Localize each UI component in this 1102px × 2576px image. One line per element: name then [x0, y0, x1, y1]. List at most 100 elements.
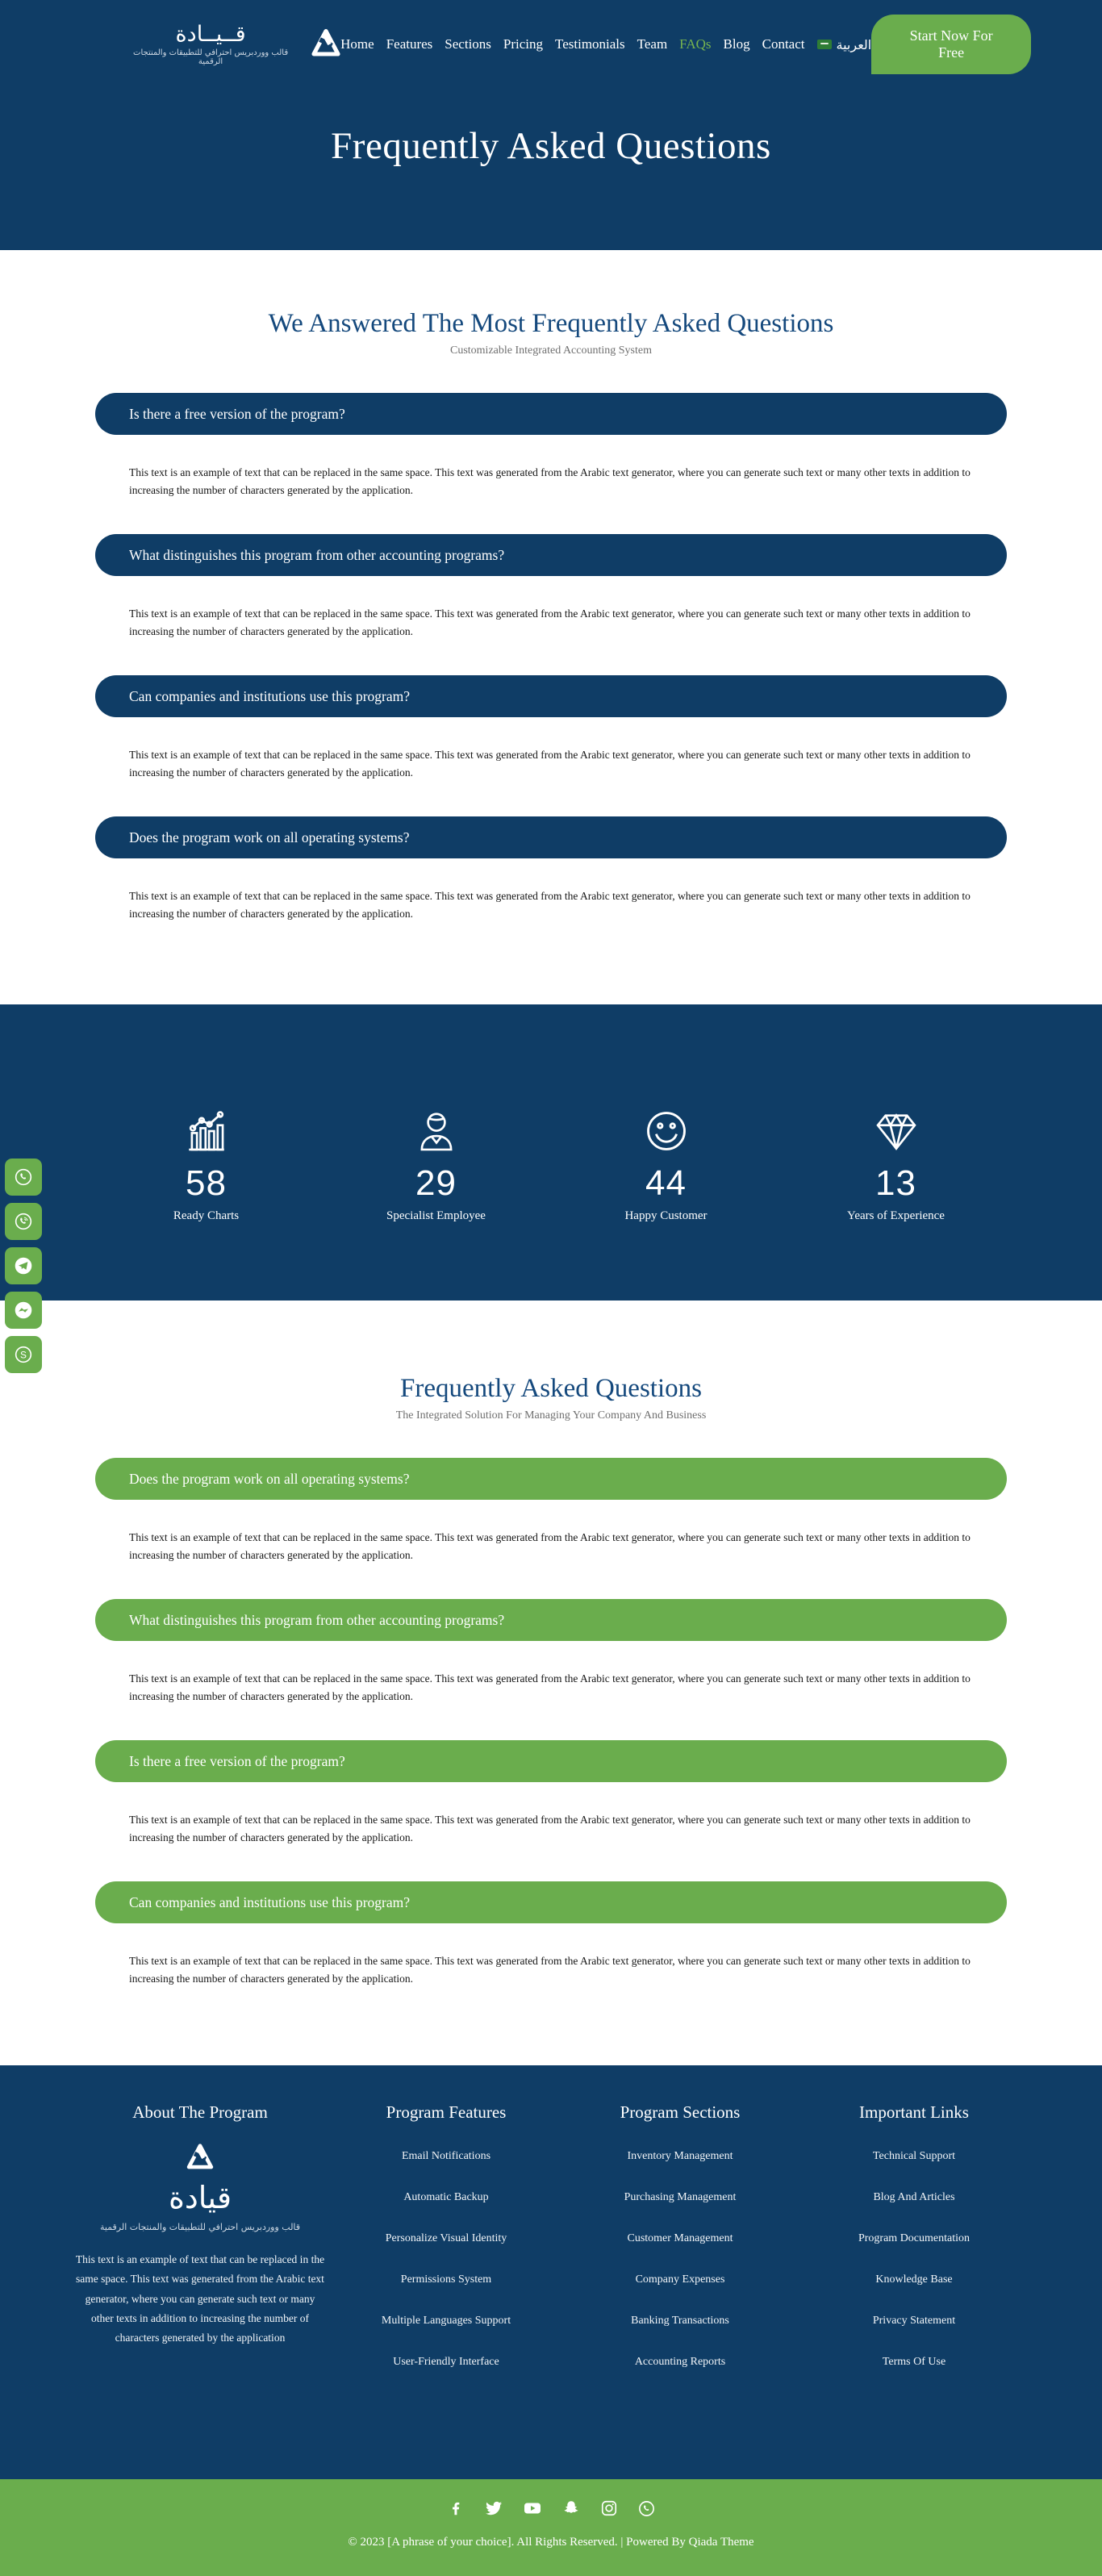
footer-sections-column: Program Sections Inventory Management Pu…	[563, 2102, 797, 2395]
footer-logo[interactable]: قيادة قالب ووردبريس احترافي للتطبيقات وا…	[71, 2144, 329, 2232]
faq-answer: This text is an example of text that can…	[129, 748, 971, 779]
faq-question-button[interactable]: What distinguishes this program from oth…	[95, 533, 1007, 576]
page-title: Frequently Asked Questions	[331, 125, 771, 167]
start-now-button[interactable]: Start Now For Free	[871, 15, 1031, 74]
section-subtitle: The Integrated Solution For Managing You…	[395, 1409, 707, 1422]
faq-section-1: We Answered The Most Frequently Asked Qu…	[0, 250, 1102, 1004]
faq-question-button[interactable]: Is there a free version of the program?	[95, 392, 1007, 435]
footer-link-permissions-system[interactable]: Permissions System	[400, 2273, 492, 2286]
telegram-button[interactable]	[5, 1247, 42, 1284]
language-switcher[interactable]: العربية	[816, 36, 872, 52]
footer-link-banking-transactions[interactable]: Banking Transactions	[631, 2315, 729, 2327]
youtube-icon[interactable]	[523, 2499, 542, 2518]
viber-icon	[15, 1213, 32, 1230]
instagram-icon[interactable]	[600, 2499, 618, 2517]
faq-question-button[interactable]: Does the program work on all operating s…	[95, 1457, 1007, 1500]
faq-question-button[interactable]: Can companies and institutions use this …	[95, 674, 1007, 717]
faq-question-button[interactable]: What distinguishes this program from oth…	[95, 1598, 1007, 1641]
faq-section-2: Frequently Asked Questions The Integrate…	[0, 1301, 1102, 2065]
footer-link-user-friendly-interface[interactable]: User-Friendly Interface	[393, 2356, 499, 2368]
footer-column-title: Important Links	[859, 2102, 969, 2122]
faq-item: What distinguishes this program from oth…	[95, 533, 1007, 641]
nav-link-contact[interactable]: Contact	[762, 36, 805, 52]
footer-column-title: Program Sections	[620, 2102, 741, 2122]
skype-icon: S	[15, 1346, 32, 1363]
footer-link-inventory-management[interactable]: Inventory Management	[627, 2150, 733, 2162]
stat-value: 13	[875, 1163, 916, 1203]
nav-link-team[interactable]: Team	[637, 36, 668, 52]
whatsapp-icon	[15, 1168, 32, 1186]
faq-answer: This text is an example of text that can…	[129, 889, 971, 920]
faq-answer: This text is an example of text that can…	[129, 466, 971, 496]
bottom-bar: © 2023 [A phrase of your choice]. All Ri…	[0, 2479, 1102, 2576]
faq-question-button[interactable]: Is there a free version of the program?	[95, 1739, 1007, 1782]
nav-link-sections[interactable]: Sections	[445, 36, 491, 52]
faq-item: Can companies and institutions use this …	[95, 674, 1007, 782]
stat-value: 29	[415, 1163, 457, 1203]
footer-link-accounting-reports[interactable]: Accounting Reports	[634, 2356, 726, 2368]
svg-text:S: S	[20, 1350, 27, 1361]
footer-link-purchasing-management[interactable]: Purchasing Management	[624, 2191, 737, 2203]
faq-item: What distinguishes this program from oth…	[95, 1598, 1007, 1706]
snapchat-icon[interactable]	[561, 2499, 581, 2518]
faq-question-button[interactable]: Does the program work on all operating s…	[95, 816, 1007, 858]
footer-link-blog-and-articles[interactable]: Blog And Articles	[873, 2191, 955, 2203]
footer-column-title: Program Features	[386, 2102, 507, 2122]
faq-question-button[interactable]: Can companies and institutions use this …	[95, 1881, 1007, 1923]
footer-link-terms-of-use[interactable]: Terms Of Use	[882, 2356, 946, 2368]
saudi-flag-icon	[816, 40, 832, 49]
employee-icon	[321, 1108, 551, 1154]
hero-section: Frequently Asked Questions	[0, 89, 1102, 250]
footer-link-technical-support[interactable]: Technical Support	[872, 2150, 956, 2162]
nav-link-home[interactable]: Home	[340, 36, 374, 52]
skype-button[interactable]: S	[5, 1336, 42, 1373]
twitter-icon[interactable]	[484, 2499, 503, 2518]
footer-link-program-documentation[interactable]: Program Documentation	[858, 2232, 971, 2244]
language-label: العربية	[836, 36, 872, 52]
stat-specialist-employee: 29 Specialist Employee	[321, 1108, 551, 1223]
footer-link-company-expenses[interactable]: Company Expenses	[635, 2273, 725, 2286]
nav-link-faqs[interactable]: FAQs	[679, 36, 712, 52]
qiada-logo-icon	[186, 2144, 214, 2176]
qiada-logo[interactable]: قــيــادة قالب ووردبريس احترافي للتطبيقا…	[71, 22, 340, 66]
facebook-icon[interactable]	[447, 2499, 465, 2517]
faq-item: Is there a free version of the program? …	[95, 392, 1007, 499]
nav-link-blog[interactable]: Blog	[723, 36, 750, 52]
nav-link-features[interactable]: Features	[386, 36, 433, 52]
footer-logo-tagline: قالب ووردبريس احترافي للتطبيقات والمنتجا…	[99, 2222, 301, 2232]
faq-item: Does the program work on all operating s…	[95, 816, 1007, 923]
nav-link-pricing[interactable]: Pricing	[503, 36, 544, 52]
faq-answer: This text is an example of text that can…	[129, 1530, 971, 1561]
stat-label: Years of Experience	[847, 1209, 945, 1222]
footer-link-personalize-visual-identity[interactable]: Personalize Visual Identity	[385, 2232, 507, 2244]
faq-item: Is there a free version of the program? …	[95, 1739, 1007, 1847]
main-nav: Home Features Sections Pricing Testimoni…	[340, 36, 871, 52]
smiley-icon	[551, 1108, 781, 1154]
navbar: قــيــادة قالب ووردبريس احترافي للتطبيقا…	[0, 0, 1102, 89]
footer-link-multiple-languages-support[interactable]: Multiple Languages Support	[381, 2315, 511, 2327]
bar-chart-icon	[91, 1108, 321, 1154]
faq-answer: This text is an example of text that can…	[129, 1813, 971, 1843]
viber-button[interactable]	[5, 1203, 42, 1240]
section-subtitle: Customizable Integrated Accounting Syste…	[449, 344, 652, 357]
footer-link-customer-management[interactable]: Customer Management	[627, 2232, 733, 2244]
section-title: Frequently Asked Questions	[400, 1374, 702, 1403]
footer-link-automatic-backup[interactable]: Automatic Backup	[403, 2191, 489, 2203]
footer-about-text: This text is an example of text that can…	[75, 2253, 325, 2344]
footer-link-privacy-statement[interactable]: Privacy Statement	[872, 2315, 956, 2327]
footer-features-column: Program Features Email Notifications Aut…	[329, 2102, 563, 2395]
faq-answer: This text is an example of text that can…	[129, 1672, 971, 1702]
footer-link-knowledge-base[interactable]: Knowledge Base	[875, 2273, 953, 2286]
footer-link-email-notifications[interactable]: Email Notifications	[401, 2150, 491, 2162]
footer-column-title: About The Program	[132, 2102, 268, 2122]
messenger-icon	[15, 1301, 32, 1319]
whatsapp-icon[interactable]	[637, 2499, 656, 2518]
footer-important-links-column: Important Links Technical Support Blog A…	[797, 2102, 1031, 2395]
nav-link-testimonials[interactable]: Testimonials	[555, 36, 625, 52]
messenger-button[interactable]	[5, 1292, 42, 1329]
faq-answer: This text is an example of text that can…	[129, 607, 971, 637]
stat-label: Happy Customer	[624, 1209, 708, 1222]
footer-logo-name: قيادة	[168, 2180, 232, 2215]
stat-value: 44	[645, 1163, 687, 1203]
whatsapp-button[interactable]	[5, 1159, 42, 1196]
